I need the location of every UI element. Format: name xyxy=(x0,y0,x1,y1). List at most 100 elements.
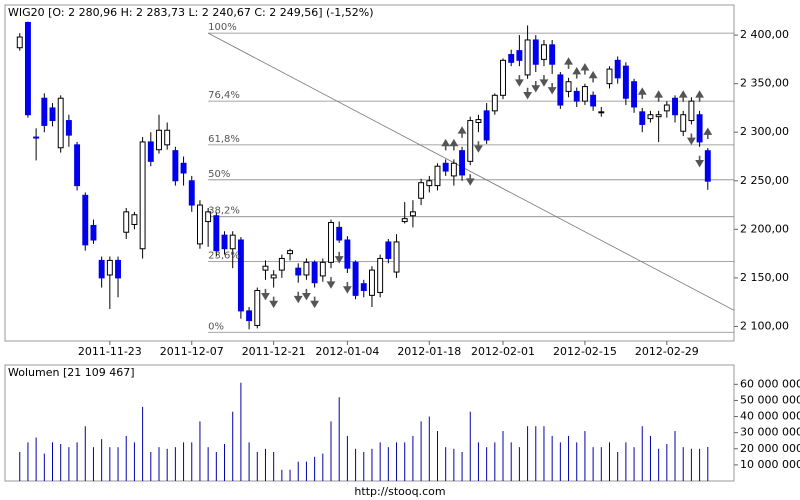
candle-body xyxy=(598,111,605,114)
candle-body xyxy=(237,239,244,312)
x-tick-label: 2011-12-21 xyxy=(242,345,306,358)
candle-body xyxy=(647,114,654,120)
y-tick-label: 2 400,00 xyxy=(740,28,789,41)
y-tick-label: 2 150,00 xyxy=(740,271,789,284)
y-tick-label: 10 000 000 xyxy=(740,458,800,471)
candle-body xyxy=(631,81,638,108)
signal-up xyxy=(326,277,336,289)
x-tick-label: 2012-01-04 xyxy=(315,345,379,358)
fib-label: 61,8% xyxy=(208,134,240,145)
candle-body xyxy=(573,90,580,102)
candle-body xyxy=(565,81,572,92)
candle-body xyxy=(409,211,416,217)
volume-panel xyxy=(4,364,735,482)
candle-body xyxy=(672,97,678,116)
y-tick-label: 2 100,00 xyxy=(740,319,789,332)
candle-body xyxy=(696,114,703,143)
candle-body xyxy=(581,86,588,102)
candle-body xyxy=(614,59,621,79)
candle-body xyxy=(434,165,441,187)
trend-line xyxy=(207,32,734,311)
signal-down xyxy=(703,127,713,140)
candle-body xyxy=(131,214,138,225)
fib-label: 38,2% xyxy=(208,206,240,217)
price-layer xyxy=(16,21,734,333)
signal-up xyxy=(465,174,475,186)
candle-body xyxy=(82,194,89,246)
signal-down xyxy=(678,90,688,102)
candle-body xyxy=(287,250,294,255)
candle-body xyxy=(33,136,40,139)
candle-body xyxy=(24,21,31,116)
y-tick-label: 50 000 000 xyxy=(740,393,800,406)
y-tick-label: 2 200,00 xyxy=(740,222,789,235)
candle-body xyxy=(516,50,523,61)
candle-body xyxy=(328,222,334,263)
signal-down xyxy=(449,138,459,151)
candle-body xyxy=(590,94,597,107)
candle-body xyxy=(426,180,433,187)
candle-body xyxy=(229,234,236,250)
signal-up xyxy=(523,87,532,100)
candle-body xyxy=(16,36,23,49)
candle-body xyxy=(508,54,515,63)
candle-body xyxy=(246,310,253,322)
candle-body xyxy=(123,211,130,233)
candle-body xyxy=(98,259,105,279)
x-tick-label: 2012-02-01 xyxy=(471,345,535,358)
signal-up xyxy=(514,75,524,87)
signal-down xyxy=(637,87,647,99)
candle-body xyxy=(278,257,285,271)
candle-body xyxy=(622,65,629,99)
signal-down xyxy=(580,63,590,75)
candle-body xyxy=(254,290,261,326)
signal-up xyxy=(302,288,311,301)
signal-down xyxy=(588,70,598,83)
candle-body xyxy=(557,74,564,106)
signal-up xyxy=(334,251,344,264)
fib-label: 50% xyxy=(208,169,230,180)
candle-body xyxy=(205,211,212,223)
y-tick-label: 2 250,00 xyxy=(740,174,789,187)
x-tick-label: 2012-02-15 xyxy=(553,345,617,358)
candle-body xyxy=(172,150,179,182)
candle-body xyxy=(319,261,326,277)
candle-body xyxy=(467,120,474,162)
candle-body xyxy=(639,111,646,125)
candle-body xyxy=(483,110,490,141)
signal-down xyxy=(572,66,582,79)
signal-down xyxy=(695,90,705,102)
candle-body xyxy=(369,269,375,296)
signal-up xyxy=(269,296,279,309)
x-tick-label: 2011-11-23 xyxy=(78,345,142,358)
candle-body xyxy=(418,182,425,199)
signal-up xyxy=(261,288,270,301)
y-tick-label: 2 300,00 xyxy=(740,125,789,138)
signal-down xyxy=(564,57,573,69)
fib-label: 23,6% xyxy=(208,250,240,261)
y-tick-label: 40 000 000 xyxy=(740,410,800,423)
candle-body xyxy=(704,150,711,182)
candle-body xyxy=(164,129,171,146)
candle-body xyxy=(360,283,367,292)
candle-body xyxy=(385,241,392,259)
candle-body xyxy=(147,141,154,162)
candle-body xyxy=(156,129,162,151)
candle-body xyxy=(213,215,220,252)
candle-body xyxy=(532,39,539,65)
signal-down xyxy=(441,138,451,151)
signal-up xyxy=(310,296,320,309)
candle-body xyxy=(115,259,121,279)
candle-body xyxy=(270,274,277,279)
candle-body xyxy=(65,120,72,136)
y-tick-label: 30 000 000 xyxy=(740,426,800,439)
x-tick-label: 2012-01-18 xyxy=(397,345,461,358)
candle-body xyxy=(311,261,318,284)
volume-title: Wolumen [21 109 467] xyxy=(8,366,135,379)
signal-up xyxy=(695,155,705,168)
y-tick-label: 60 000 000 xyxy=(740,377,800,390)
candle-body xyxy=(393,241,400,273)
candle-body xyxy=(500,59,506,96)
x-tick-label: 2011-12-07 xyxy=(160,345,224,358)
candle-body xyxy=(295,267,302,276)
